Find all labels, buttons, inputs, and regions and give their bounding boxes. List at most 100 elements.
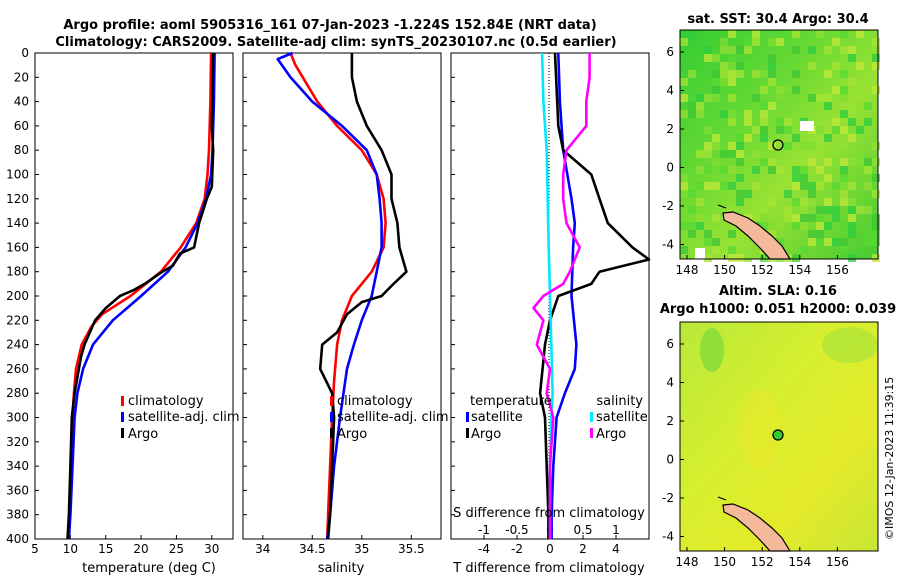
- depth-axis: 0 20 40 60 80 100 120 140 160 180 200 220 240 260 280 3…: [6, 46, 455, 546]
- sst-cell: [696, 222, 704, 230]
- sst-cell: [744, 182, 752, 190]
- sst-cell: [712, 238, 720, 246]
- sst-cell: [712, 134, 720, 142]
- map-y-tick-label: 0: [666, 161, 674, 175]
- sst-cell: [728, 70, 736, 78]
- sst-cell: [744, 134, 752, 142]
- sst-cell: [824, 174, 832, 182]
- legend-label-s-satellite: satellite: [596, 410, 648, 425]
- sst-cell: [784, 142, 792, 150]
- sst-cell: [712, 182, 720, 190]
- sst-cell: [752, 126, 760, 134]
- sst-cell: [696, 182, 704, 190]
- sst-cell: [824, 206, 832, 214]
- sst-cell: [872, 46, 880, 54]
- legend-label-s-argo: Argo: [596, 427, 626, 442]
- s-diff-label: S difference from climatology: [453, 506, 645, 521]
- sst-cell: [680, 158, 688, 166]
- sst-cell: [696, 150, 704, 158]
- legend-title-salinity: salinity: [596, 394, 643, 409]
- sst-cell: [848, 214, 856, 222]
- sla-map: Altim. SLA: 0.16 Argo h1000: 0.051 h2000…: [660, 284, 896, 569]
- sst-cell: [840, 94, 848, 102]
- sst-cell: [768, 222, 776, 230]
- sst-cell: [696, 110, 704, 118]
- x-tick-label: 20: [133, 542, 148, 556]
- sst-cell: [832, 214, 840, 222]
- sst-cell: [808, 214, 816, 222]
- sst-cell: [848, 158, 856, 166]
- sst-cell: [768, 198, 776, 206]
- sst-cell: [776, 38, 784, 46]
- sst-cell: [744, 38, 752, 46]
- sst-cell: [744, 46, 752, 54]
- sst-cell: [840, 86, 848, 94]
- sst-cell: [712, 230, 720, 238]
- sst-cell: [696, 198, 704, 206]
- sst-cell: [704, 142, 712, 150]
- sst-cell: [872, 254, 880, 262]
- map-x-tick-label: 150: [713, 555, 736, 569]
- sst-cell: [688, 70, 696, 78]
- sst-cell: [856, 206, 864, 214]
- sla-map-ticks: 148 150 152 154 156 6 4 2 0 -2 -4: [662, 337, 849, 569]
- depth-tick-label: 160: [6, 240, 29, 254]
- map-y-tick-label: 2: [666, 414, 674, 428]
- sst-cell: [736, 62, 744, 70]
- sst-map-frame: [679, 29, 879, 260]
- sst-cell: [704, 182, 712, 190]
- sst-cell: [864, 238, 872, 246]
- x-tick-label: 35.5: [398, 542, 425, 556]
- series-line-t-argo: [538, 52, 651, 539]
- sst-cell: [840, 238, 848, 246]
- sst-cell: [680, 230, 688, 238]
- sst-cell: [760, 86, 768, 94]
- sst-cell: [712, 158, 720, 166]
- sst-cell: [848, 118, 856, 126]
- sst-cell: [848, 126, 856, 134]
- sst-cell: [720, 46, 728, 54]
- sst-cell: [688, 190, 696, 198]
- salinity-x-ticks: 34 34.5 35 35.5: [255, 535, 425, 556]
- sst-cell: [800, 214, 808, 222]
- sst-cell: [872, 62, 880, 70]
- sst-cell: [840, 190, 848, 198]
- sst-cell: [728, 206, 736, 214]
- sst-cell: [680, 38, 688, 46]
- depth-tick-label: 320: [6, 435, 29, 449]
- sst-cell: [848, 134, 856, 142]
- temperature-axes-frame: [34, 52, 234, 540]
- sst-cell: [760, 158, 768, 166]
- sst-cell: [776, 222, 784, 230]
- sst-cell: [848, 254, 856, 262]
- sst-cell: [840, 110, 848, 118]
- sst-cell: [688, 110, 696, 118]
- sst-cell: [712, 94, 720, 102]
- sst-cell: [824, 70, 832, 78]
- sst-cell: [848, 206, 856, 214]
- sst-cell: [712, 54, 720, 62]
- map-y-tick-label: -2: [662, 199, 674, 213]
- sst-cell: [728, 54, 736, 62]
- sst-cell: [816, 230, 824, 238]
- sst-cell: [840, 70, 848, 78]
- difference-lines: [532, 52, 651, 539]
- sst-cell: [704, 230, 712, 238]
- sst-cell: [784, 214, 792, 222]
- legend-label-satellite: satellite-adj. clim: [337, 410, 449, 425]
- sst-cell: [792, 30, 800, 38]
- sst-cell: [840, 46, 848, 54]
- sst-map-ticks: 148 150 152 154 156 6 4 2 0 -2 -4: [662, 45, 849, 277]
- sst-cell: [816, 182, 824, 190]
- sst-cell: [712, 142, 720, 150]
- sst-cell: [808, 238, 816, 246]
- legend-label-argo: Argo: [337, 427, 367, 442]
- sst-cell: [832, 86, 840, 94]
- sla-map-frame: [679, 321, 879, 552]
- sst-cell: [744, 62, 752, 70]
- series-line-s-argo: [532, 53, 591, 539]
- map-x-tick-label: 150: [713, 263, 736, 277]
- sst-cell: [728, 254, 736, 262]
- sst-cell: [840, 166, 848, 174]
- salinity-axes-frame: [242, 52, 442, 540]
